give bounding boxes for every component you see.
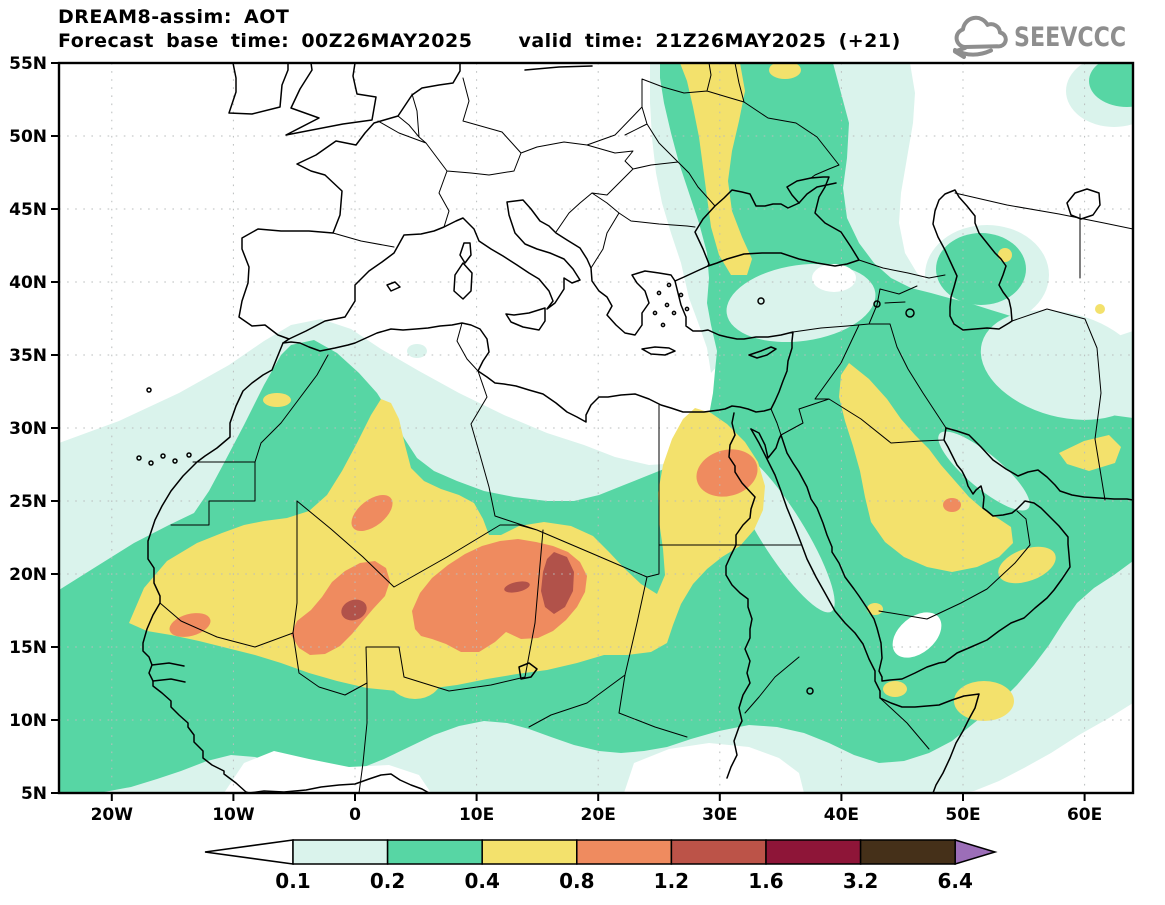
logo-text: SEEVCCC <box>1014 21 1127 53</box>
lat-label: 55N <box>9 54 47 74</box>
lat-label: 45N <box>9 200 47 220</box>
colorbar-segment <box>576 839 673 865</box>
lon-label: 40E <box>824 805 859 825</box>
aot-cyan-insets <box>726 263 1133 613</box>
colorbar-segment <box>859 839 956 865</box>
colorbar: 0.1 0.2 0.4 0.8 1.2 1.6 3.2 6.4 <box>204 838 998 893</box>
lon-label: 0 <box>349 805 361 825</box>
lat-label: 40N <box>9 273 47 293</box>
axis-ticks <box>51 62 1086 801</box>
coastlines <box>136 63 1133 793</box>
lon-label: 10E <box>459 805 494 825</box>
lat-label: 25N <box>9 492 47 512</box>
lon-label: 60E <box>1067 805 1102 825</box>
lon-axis-labels: 20W 10W 0 10E 20E 30E 40E 50E 60E <box>91 805 1103 825</box>
forecast-time-line: Forecast base time: 00Z26MAY2025 valid ti… <box>58 30 901 52</box>
seevccc-logo: SEEVCCC <box>950 14 1151 60</box>
colorbar-segment <box>481 839 578 865</box>
lat-label: 15N <box>9 638 47 658</box>
colorbar-tick: 0.8 <box>559 869 594 893</box>
colorbar-tick: 6.4 <box>937 869 972 893</box>
lon-label: 20E <box>581 805 616 825</box>
colorbar-segment <box>765 839 862 865</box>
colorbar-arrow-right <box>954 838 998 866</box>
aot-fill-level-0.8 <box>169 449 961 655</box>
colorbar-labels: 0.1 0.2 0.4 0.8 1.2 1.6 3.2 6.4 <box>275 869 973 893</box>
lat-label: 10N <box>9 711 47 731</box>
small-islands <box>136 282 690 466</box>
aot-fill-level-1.2 <box>341 552 574 621</box>
lat-label: 35N <box>9 346 47 366</box>
lat-label: 50N <box>9 127 47 147</box>
colorbar-tick: 1.2 <box>654 869 689 893</box>
lon-label: 10W <box>212 805 255 825</box>
lon-label: 30E <box>702 805 737 825</box>
lat-label: 5N <box>21 784 47 804</box>
colorbar-segment <box>292 839 389 865</box>
cloud-arrow-icon <box>953 15 1009 59</box>
page-title: DREAM8-assim: AOT <box>58 6 290 28</box>
country-borders <box>159 63 1133 793</box>
lon-label: 50E <box>945 805 980 825</box>
colorbar-tick: 1.6 <box>748 869 783 893</box>
aot-white-holes <box>224 264 942 793</box>
lat-label: 30N <box>9 419 47 439</box>
colorbar-segment <box>386 839 483 865</box>
base-time-label: Forecast base time: 00Z26MAY2025 <box>58 30 473 52</box>
colorbar-tick: 3.2 <box>843 869 878 893</box>
map-canvas <box>59 63 1133 793</box>
valid-time-label: valid time: 21Z26MAY2025 (+21) <box>518 30 901 52</box>
lat-label: 20N <box>9 565 47 585</box>
colorbar-tick: 0.2 <box>370 869 405 893</box>
lat-axis-labels: 55N 50N 45N 40N 35N 30N 25N 20N 15N 10N … <box>9 54 47 804</box>
aot-fill-level-0.4 <box>129 63 1121 721</box>
colorbar-tick: 0.1 <box>275 869 310 893</box>
lon-label: 20W <box>91 805 134 825</box>
colorbar-tick: 0.4 <box>464 869 499 893</box>
colorbar-arrow-left <box>204 839 294 865</box>
colorbar-segment <box>670 839 767 865</box>
